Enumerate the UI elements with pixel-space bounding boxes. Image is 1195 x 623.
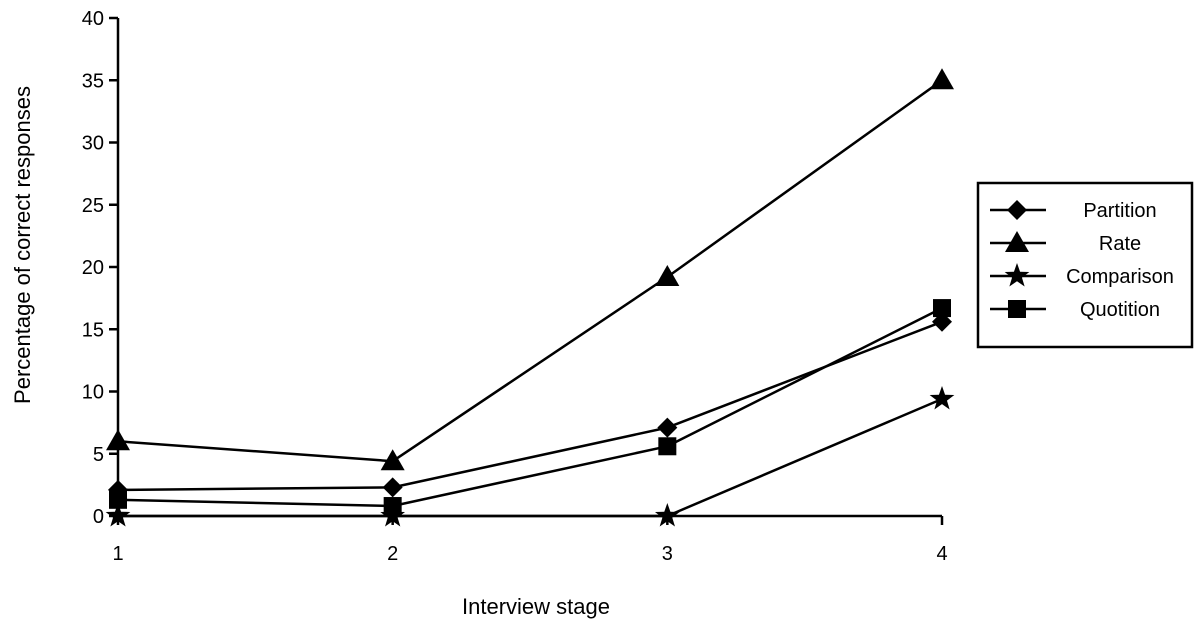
legend-marker-partition — [1007, 200, 1027, 220]
data-point-comparison — [929, 385, 955, 410]
series-markers — [105, 68, 955, 527]
y-axis: 0 5 10 15 20 25 30 35 40 — [82, 8, 120, 528]
y-tick-label: 0 — [93, 506, 104, 528]
y-tick-label: 35 — [82, 70, 104, 92]
data-point-quotition — [933, 299, 951, 318]
data-point-rate — [106, 429, 130, 451]
data-point-rate — [930, 68, 954, 90]
series-line-partition — [117, 320, 943, 492]
y-tick-label: 5 — [93, 444, 104, 466]
legend-label-rate: Rate — [1099, 233, 1141, 255]
series-line-rate — [117, 79, 943, 463]
x-tick-label: 2 — [387, 543, 398, 565]
data-point-quotition — [109, 490, 127, 509]
y-tick-label: 10 — [82, 382, 104, 404]
data-point-quotition — [383, 497, 402, 516]
y-tick-label: 20 — [82, 257, 104, 279]
data-point-rate — [380, 449, 405, 471]
data-point-comparison — [654, 503, 680, 527]
x-tick-label: 4 — [936, 543, 947, 565]
x-tick-label: 3 — [662, 543, 673, 565]
legend-label-quotition: Quotition — [1080, 299, 1160, 321]
y-tick-label: 30 — [82, 133, 104, 155]
legend-marker-rate — [1005, 231, 1029, 252]
legend: Partition Rate Comparison Quotition — [976, 181, 1194, 349]
data-point-rate — [655, 264, 680, 286]
legend-label-partition: Partition — [1083, 200, 1156, 222]
series-line-comparison — [118, 397, 943, 518]
data-point-partition — [382, 477, 403, 498]
data-point-partition — [657, 417, 678, 438]
legend-marker-comparison — [1004, 263, 1030, 287]
series-lines — [117, 79, 943, 518]
legend-label-comparison: Comparison — [1066, 266, 1174, 288]
y-tick-label: 40 — [82, 8, 104, 30]
x-axis: 1 2 3 4 — [112, 514, 948, 565]
data-point-comparison — [105, 503, 131, 527]
series-line-quotition — [117, 306, 943, 508]
legend-marker-quotition — [1008, 300, 1026, 318]
y-tick-label: 15 — [82, 319, 104, 341]
x-tick-label: 1 — [112, 543, 123, 565]
data-point-quotition — [658, 437, 677, 456]
x-axis-title: Interview stage — [462, 594, 610, 619]
y-tick-label: 25 — [82, 195, 104, 217]
y-axis-title: Percentage of correct responses — [10, 86, 35, 404]
